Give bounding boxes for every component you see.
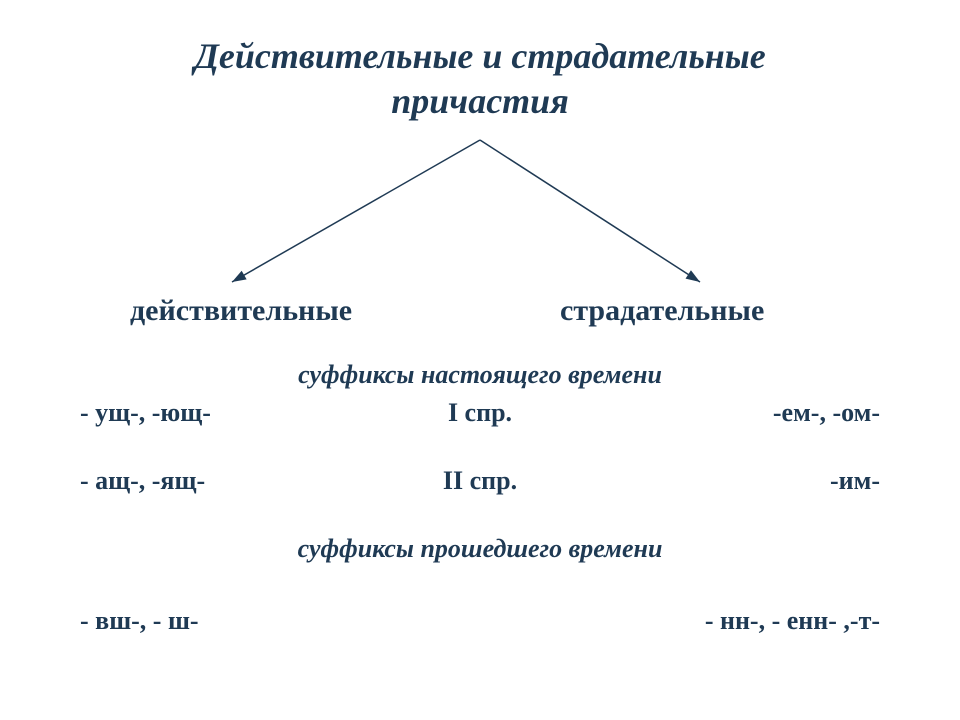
- branch-right-label: страдательные: [560, 294, 764, 328]
- section-header-past: суффиксы прошедшего времени: [0, 534, 960, 564]
- title-line2: причастия: [391, 81, 569, 121]
- past-row-left: - вш-, - ш-: [80, 606, 199, 636]
- slide: { "colors": { "text": "#1f3a54", "arrow"…: [0, 0, 960, 720]
- past-row-right: - нн-, - енн- ,-т-: [705, 606, 880, 636]
- branch-left-label: действительные: [130, 294, 352, 328]
- present-row2-center: II спр.: [0, 466, 960, 496]
- slide-title: Действительные и страдательные причастия: [0, 34, 960, 124]
- present-row2-right: -им-: [830, 466, 880, 496]
- section-header-present: суффиксы настоящего времени: [0, 360, 960, 390]
- title-line1: Действительные и страдательные: [194, 36, 766, 76]
- present-row1-right: -ем-, -ом-: [773, 398, 880, 428]
